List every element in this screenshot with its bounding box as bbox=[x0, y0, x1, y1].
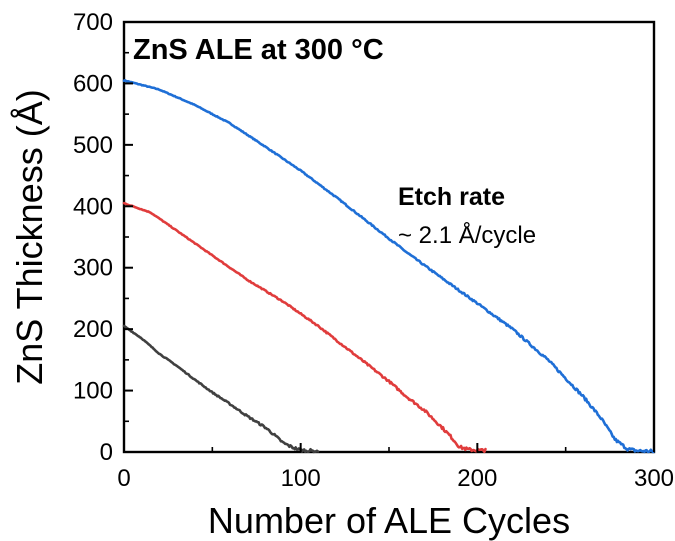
y-tick-label: 600 bbox=[73, 70, 113, 97]
series-line-2 bbox=[122, 324, 320, 454]
series-line-0 bbox=[122, 79, 656, 454]
y-tick-label: 200 bbox=[73, 316, 113, 343]
x-tick-label: 0 bbox=[117, 465, 130, 492]
series-line-1 bbox=[122, 201, 487, 454]
x-tick-label: 200 bbox=[457, 465, 497, 492]
chart-title: ZnS ALE at 300 °C bbox=[133, 34, 384, 66]
y-tick-label: 400 bbox=[73, 193, 113, 220]
y-axis-title: ZnS Thickness (Å) bbox=[9, 89, 50, 384]
y-tick-label: 700 bbox=[73, 9, 113, 36]
x-tick-label: 300 bbox=[634, 465, 674, 492]
y-tick-label: 500 bbox=[73, 132, 113, 159]
ticks-layer: 0 100 200 300 0 100 200 300 400 500 600 700 bbox=[73, 9, 674, 492]
etch-rate-value: ~ 2.1 Å/cycle bbox=[398, 221, 536, 249]
y-tick-label: 0 bbox=[100, 439, 113, 466]
x-tick-label: 100 bbox=[281, 465, 321, 492]
y-tick-label: 300 bbox=[73, 255, 113, 282]
etch-rate-label: Etch rate bbox=[398, 183, 505, 211]
y-tick-label: 100 bbox=[73, 378, 113, 405]
series-layer bbox=[122, 79, 656, 454]
x-axis-title: Number of ALE Cycles bbox=[208, 500, 570, 541]
